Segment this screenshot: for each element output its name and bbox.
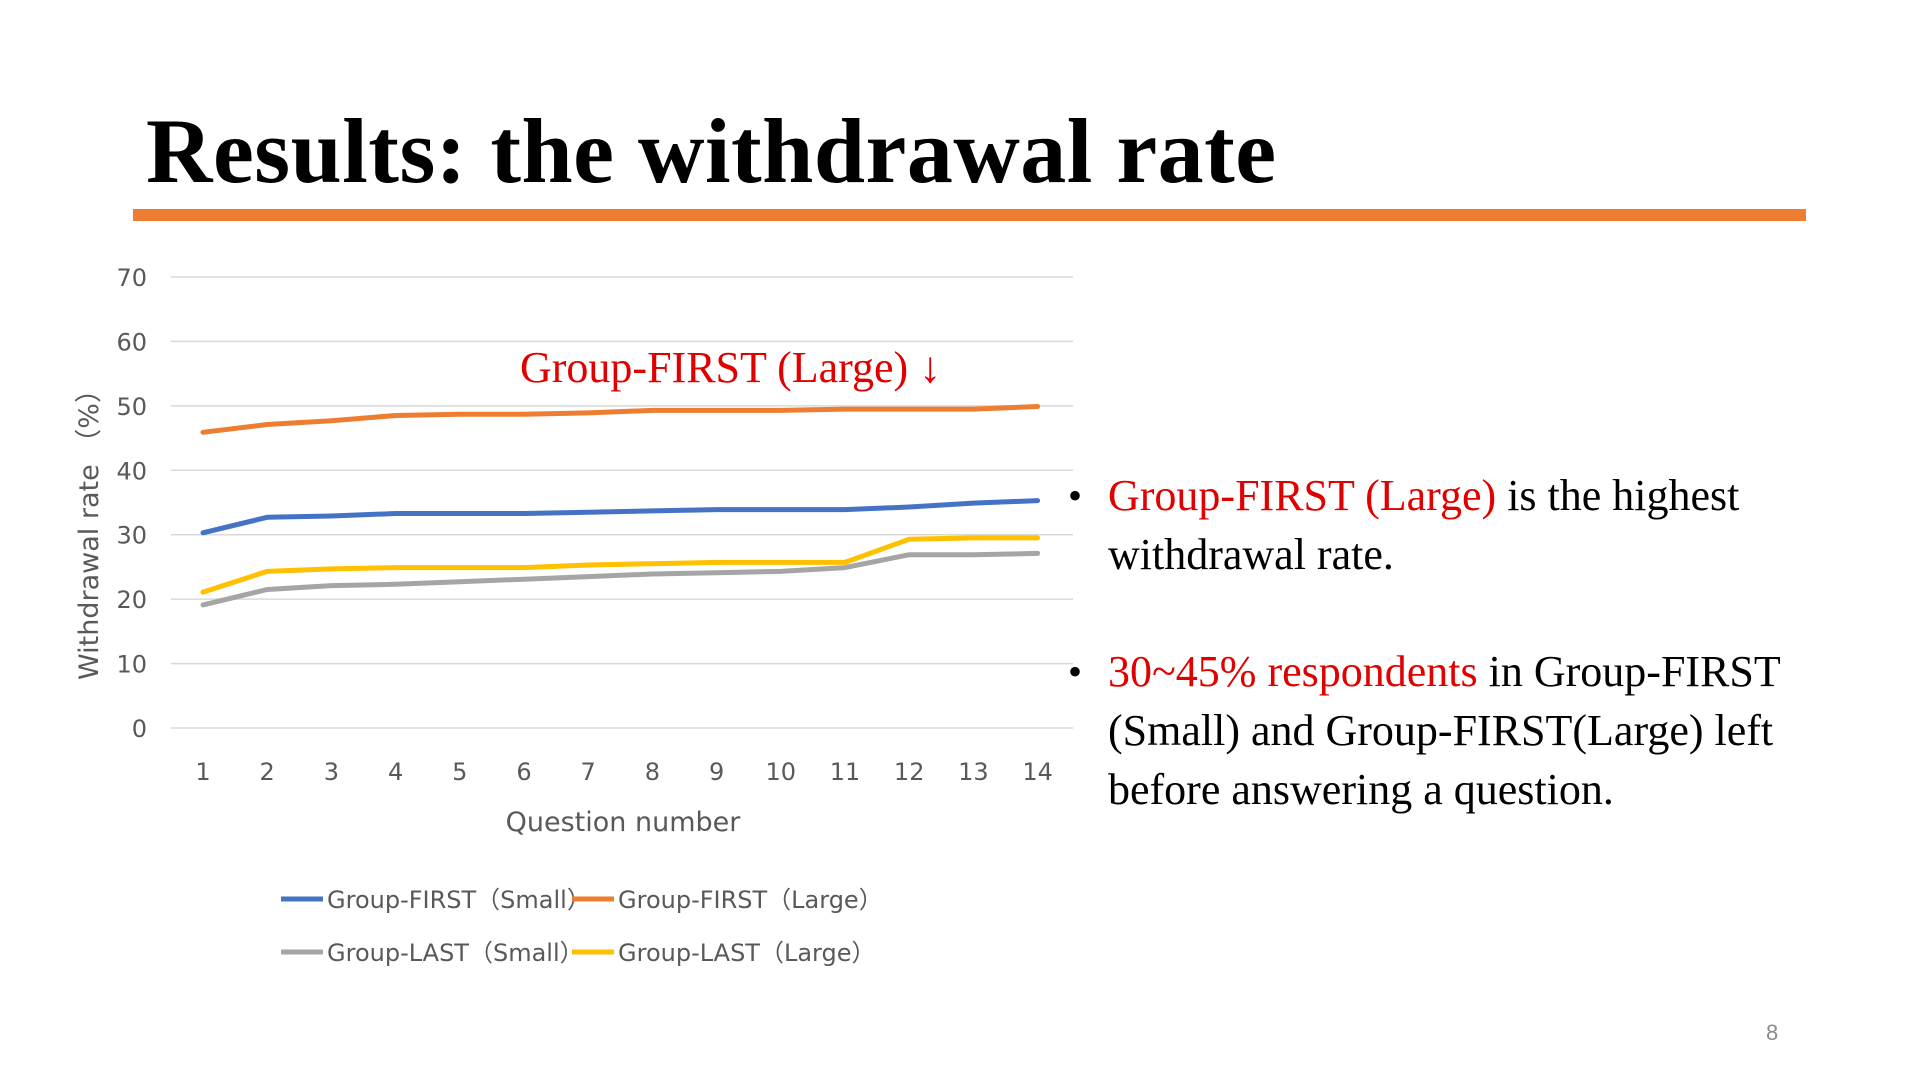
x-tick-label: 10 [766, 758, 797, 786]
x-tick-label: 12 [894, 758, 925, 786]
y-tick-label: 70 [116, 264, 147, 292]
y-tick-label: 30 [116, 522, 147, 550]
page-number: 8 [1766, 1020, 1779, 1045]
slide-title: Results: the withdrawal rate [146, 100, 1277, 202]
series-line-2 [200, 404, 1041, 435]
x-tick-label: 7 [581, 758, 596, 786]
bullet-highlight: Group-FIRST (Large) [1108, 471, 1497, 520]
x-tick-label: 3 [324, 758, 339, 786]
x-tick-label: 5 [452, 758, 467, 786]
x-tick-label: 1 [195, 758, 210, 786]
series-line-3 [200, 550, 1041, 608]
x-axis-ticks: 1 2 3 4 5 6 7 8 9 10 11 12 13 14 [195, 758, 1053, 786]
y-tick-label: 50 [116, 393, 147, 421]
bullet-item-2: 30~45% respondents in Group-FIRST (Small… [1068, 642, 1868, 819]
x-tick-label: 8 [645, 758, 660, 786]
bullet-text: is the highest withdrawal rate. [1108, 471, 1740, 579]
title-underline [133, 209, 1806, 221]
bullet-list: Group-FIRST (Large) is the highest withd… [1068, 466, 1868, 877]
x-axis-label: Question number [506, 807, 742, 838]
y-tick-label: 20 [116, 586, 147, 614]
legend-label: Group-LAST（Large） [618, 939, 875, 967]
x-tick-label: 2 [260, 758, 275, 786]
x-tick-label: 13 [958, 758, 989, 786]
bullet-item-1: Group-FIRST (Large) is the highest withd… [1068, 466, 1868, 584]
series-line-1 [200, 498, 1041, 536]
bullet-text: in Group-FIRST (Small) and Group-FIRST(L… [1108, 647, 1780, 814]
x-tick-label: 14 [1022, 758, 1053, 786]
x-tick-label: 6 [516, 758, 531, 786]
chart-gridlines [171, 276, 1073, 729]
y-axis-ticks: 0 10 20 30 40 50 60 70 [116, 264, 147, 743]
bullet-highlight: 30~45% respondents [1108, 647, 1478, 696]
chart-series [200, 404, 1041, 608]
y-tick-label: 40 [116, 457, 147, 485]
series-line-4 [200, 535, 1041, 595]
legend-label: Group-FIRST（Large） [618, 886, 883, 914]
legend-label: Group-LAST（Small） [327, 939, 584, 967]
x-tick-label: 9 [709, 758, 724, 786]
legend-label: Group-FIRST（Small） [327, 886, 591, 914]
x-tick-label: 11 [830, 758, 861, 786]
y-tick-label: 60 [116, 328, 147, 356]
x-tick-label: 4 [388, 758, 403, 786]
chart-legend: Group-FIRST（Small） Group-FIRST（Large） Grou… [281, 886, 883, 967]
chart-annotation: Group-FIRST (Large) ↓ [520, 343, 942, 392]
y-tick-label: 0 [132, 715, 147, 743]
y-tick-label: 10 [116, 651, 147, 679]
y-axis-label: Withdrawal rate （%） [74, 376, 105, 680]
